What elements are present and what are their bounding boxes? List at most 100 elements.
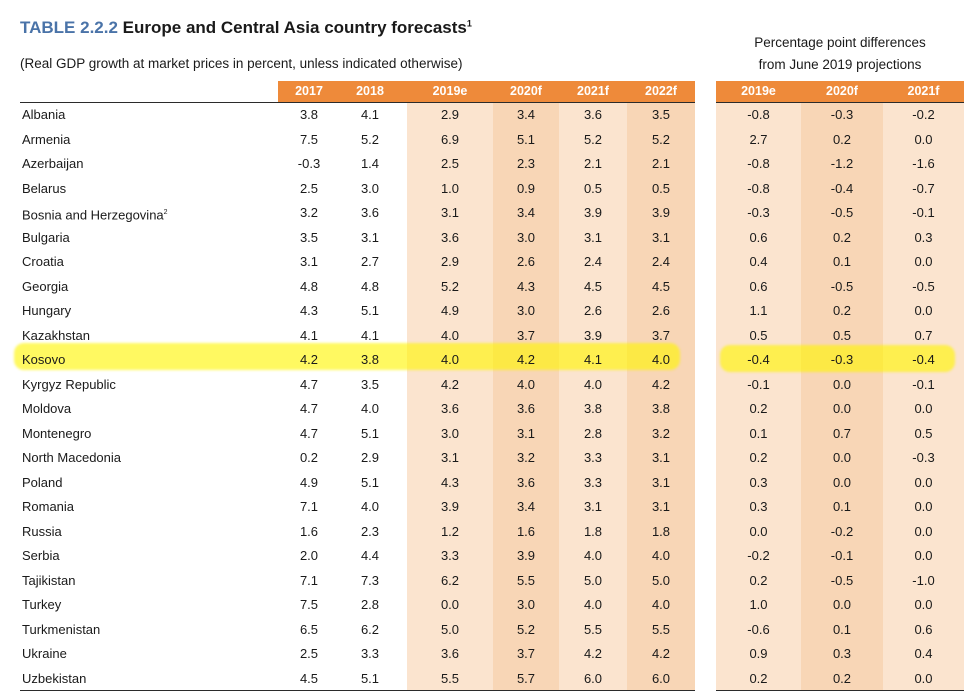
value-cell-2018: 5.2 bbox=[360, 131, 380, 147]
diff-cell-2019e: 0.2 bbox=[749, 450, 768, 465]
table-row: Serbia 2.0 4.4 3.3 3.9 4.0 4.0 -0.2 -0.1 0.0 bbox=[0, 544, 980, 569]
table-row: Uzbekistan 4.5 5.1 5.5 5.7 6.0 6.0 0.2 0.2 0.0 bbox=[0, 667, 980, 692]
table-title: TABLE 2.2.2 Europe and Central Asia coun… bbox=[20, 18, 472, 38]
shade-diff-2019e bbox=[716, 102, 801, 690]
value-cell-2019e: 3.6 bbox=[440, 229, 460, 245]
country-label: Croatia bbox=[22, 254, 64, 269]
diff-cell-2020f: -0.3 bbox=[830, 352, 854, 367]
diff-cell-2020f: 0.2 bbox=[832, 303, 852, 318]
value-cell-2019e: 4.0 bbox=[440, 327, 460, 343]
diff-cell-2021f: 0.4 bbox=[914, 646, 933, 661]
value-cell-2022f: 4.0 bbox=[651, 352, 671, 367]
value-cell-2022f: 3.1 bbox=[651, 499, 671, 514]
diff-cell-2019e: 0.6 bbox=[749, 278, 768, 294]
header-bar-main bbox=[278, 81, 695, 102]
value-cell-2020f: 5.5 bbox=[516, 572, 536, 588]
diff-cell-2019e: -0.8 bbox=[747, 107, 770, 122]
value-cell-2020f: 3.7 bbox=[516, 646, 536, 661]
value-cell-2022f: 5.0 bbox=[651, 572, 671, 588]
value-cell-2022f: 4.0 bbox=[651, 548, 671, 563]
value-cell-2019e: 2.9 bbox=[440, 254, 460, 269]
diff-cell-2020f: -0.5 bbox=[830, 205, 854, 220]
diff-cell-2019e: 1.0 bbox=[749, 597, 768, 612]
value-cell-2019e: 3.9 bbox=[440, 499, 460, 514]
diff-cell-2021f: 0.0 bbox=[914, 254, 933, 269]
diff-cell-2020f: 0.2 bbox=[832, 131, 852, 147]
value-cell-2020f: 3.2 bbox=[516, 450, 536, 465]
value-cell-2018: 2.8 bbox=[360, 597, 380, 612]
diff-col-header-2019e: 2019e bbox=[741, 84, 776, 98]
value-cell-2018: 2.3 bbox=[360, 523, 380, 539]
value-cell-2022f: 5.5 bbox=[651, 621, 671, 637]
diff-cell-2019e: 0.3 bbox=[749, 474, 768, 490]
country-label: Kyrgyz Republic bbox=[22, 376, 116, 392]
value-cell-2021f: 4.0 bbox=[583, 548, 603, 563]
value-cell-2019e: 3.0 bbox=[440, 425, 460, 441]
diff-cell-2020f: 0.2 bbox=[832, 670, 852, 686]
value-cell-2021f: 5.2 bbox=[583, 131, 603, 147]
value-cell-2017: 2.0 bbox=[299, 548, 319, 563]
value-cell-2017: 4.9 bbox=[299, 474, 319, 490]
country-label: Bulgaria bbox=[22, 229, 70, 245]
value-cell-2021f: 4.5 bbox=[583, 278, 603, 294]
value-cell-2022f: 3.1 bbox=[651, 229, 671, 245]
table-row: Moldova 4.7 4.0 3.6 3.6 3.8 3.8 0.2 0.0 0.0 bbox=[0, 397, 980, 422]
shade-2021f bbox=[559, 102, 627, 690]
value-cell-2021f: 3.6 bbox=[583, 107, 603, 122]
diff-cell-2019e: 0.2 bbox=[749, 401, 768, 416]
diff-cell-2020f: 0.1 bbox=[832, 499, 852, 514]
table-row: Croatia 3.1 2.7 2.9 2.6 2.4 2.4 0.4 0.1 0.0 bbox=[0, 250, 980, 275]
value-cell-2020f: 3.0 bbox=[516, 303, 536, 318]
value-cell-2021f: 3.9 bbox=[583, 205, 603, 220]
value-cell-2021f: 3.1 bbox=[583, 229, 603, 245]
diff-cell-2020f: 0.1 bbox=[832, 621, 852, 637]
country-label: North Macedonia bbox=[22, 450, 121, 465]
value-cell-2021f: 3.1 bbox=[583, 499, 603, 514]
table-row: Kazakhstan 4.1 4.1 4.0 3.7 3.9 3.7 0.5 0.5 0.7 bbox=[0, 324, 980, 349]
header-rule-main bbox=[20, 102, 695, 103]
value-cell-2021f: 3.3 bbox=[583, 474, 603, 490]
col-header-2020f: 2020f bbox=[510, 84, 542, 98]
value-cell-2018: 3.3 bbox=[360, 646, 380, 661]
country-name: Hungary bbox=[22, 299, 71, 324]
country-label: Russia bbox=[22, 523, 62, 539]
value-cell-2017: 7.1 bbox=[299, 572, 319, 588]
value-cell-2017: 4.1 bbox=[299, 327, 319, 343]
diff-cell-2021f: 0.0 bbox=[914, 303, 933, 318]
value-cell-2018: 4.4 bbox=[360, 548, 380, 563]
value-cell-2021f: 2.1 bbox=[583, 156, 603, 171]
value-cell-2019e: 5.2 bbox=[440, 278, 460, 294]
value-cell-2018: 4.0 bbox=[360, 499, 380, 514]
bottom-rule-main bbox=[20, 690, 695, 691]
value-cell-2021f: 1.8 bbox=[583, 523, 603, 539]
table-row: Kyrgyz Republic 4.7 3.5 4.2 4.0 4.0 4.2 -0.1 0.0… bbox=[0, 373, 980, 398]
value-cell-2018: 2.7 bbox=[360, 254, 380, 269]
value-cell-2019e: 4.0 bbox=[440, 352, 460, 367]
diff-cell-2019e: -0.3 bbox=[747, 205, 770, 220]
diff-cell-2019e: 0.1 bbox=[749, 425, 768, 441]
value-cell-2020f: 3.0 bbox=[516, 597, 536, 612]
diff-col-header-2020f: 2020f bbox=[826, 84, 858, 98]
value-cell-2019e: 2.5 bbox=[440, 156, 460, 171]
diff-cell-2019e: 0.9 bbox=[749, 646, 768, 661]
diff-cell-2021f: 0.6 bbox=[914, 621, 933, 637]
country-label: Romania bbox=[22, 499, 75, 514]
value-cell-2022f: 4.2 bbox=[651, 646, 671, 661]
diff-cell-2020f: 0.0 bbox=[832, 450, 852, 465]
value-cell-2020f: 3.4 bbox=[516, 205, 536, 220]
table-title-text: Europe and Central Asia country forecast… bbox=[122, 18, 467, 37]
table-row: Hungary 4.3 5.1 4.9 3.0 2.6 2.6 1.1 0.2 0.0 bbox=[0, 299, 980, 324]
diff-cell-2021f: 0.0 bbox=[914, 597, 933, 612]
highlight-kosovo-main bbox=[14, 343, 680, 370]
value-cell-2021f: 0.5 bbox=[583, 180, 603, 196]
country-name: Romania bbox=[22, 495, 74, 520]
table-row: Poland 4.9 5.1 4.3 3.6 3.3 3.1 0.3 0.0 0.0 bbox=[0, 471, 980, 496]
value-cell-2021f: 5.5 bbox=[583, 621, 603, 637]
table-row: Azerbaijan -0.3 1.4 2.5 2.3 2.1 2.1 -0.8 -1.2 -1.… bbox=[0, 152, 980, 177]
value-cell-2019e: 3.1 bbox=[440, 450, 460, 465]
diff-cell-2019e: 0.4 bbox=[749, 254, 768, 269]
value-cell-2019e: 3.3 bbox=[440, 548, 460, 563]
diff-cell-2021f: -0.3 bbox=[912, 450, 935, 465]
col-header-2017: 2017 bbox=[295, 84, 323, 98]
country-name: Georgia bbox=[22, 275, 68, 300]
